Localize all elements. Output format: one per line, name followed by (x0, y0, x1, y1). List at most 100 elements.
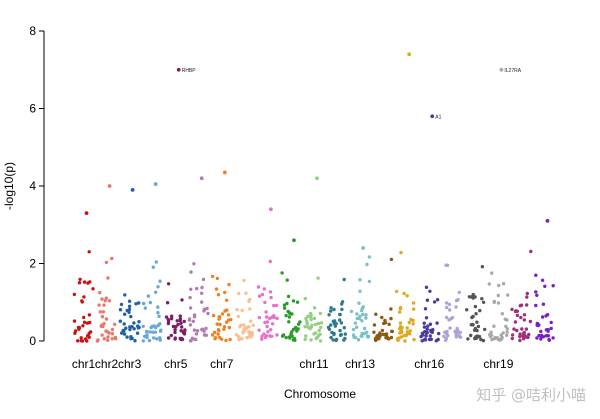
data-point (420, 339, 424, 343)
data-point (179, 337, 183, 342)
data-point (205, 306, 209, 311)
data-point (372, 323, 377, 327)
watermark: 知乎 @咭利小喵 (476, 386, 586, 404)
top-hit-point (199, 176, 204, 181)
data-point (102, 303, 106, 307)
data-point (506, 293, 510, 297)
data-point (535, 336, 539, 340)
data-point (159, 328, 163, 332)
data-point (456, 328, 460, 332)
data-point (100, 333, 104, 337)
data-point (118, 308, 123, 312)
data-point (304, 316, 308, 321)
data-point (282, 306, 287, 310)
data-point (174, 325, 178, 329)
data-point (378, 331, 382, 335)
data-point (480, 265, 485, 269)
data-point (210, 333, 215, 337)
data-point (82, 280, 87, 284)
data-point (381, 332, 385, 336)
data-point (147, 338, 152, 343)
data-point (549, 326, 553, 331)
gene-annotation: A1 (435, 114, 441, 120)
data-point (362, 331, 367, 336)
data-point (515, 309, 520, 313)
data-point (428, 322, 433, 326)
data-point (445, 305, 449, 310)
data-point (156, 311, 160, 315)
data-point (481, 300, 486, 304)
data-point (97, 303, 101, 307)
data-point (251, 323, 255, 327)
data-point (515, 328, 519, 333)
data-point (425, 298, 430, 302)
data-point (72, 292, 77, 297)
data-point (501, 282, 506, 286)
data-point (179, 329, 183, 333)
data-point (85, 321, 90, 325)
data-point (262, 332, 266, 336)
data-point (218, 322, 222, 327)
data-point (411, 322, 415, 326)
data-point (127, 310, 131, 314)
data-point (540, 278, 545, 282)
data-point (136, 326, 141, 330)
data-point (181, 331, 186, 335)
data-point (500, 312, 504, 316)
data-point (329, 306, 333, 310)
data-point (287, 310, 291, 314)
data-point (444, 263, 448, 267)
data-point (244, 291, 248, 295)
data-point (478, 308, 482, 313)
top-hit-point (176, 67, 181, 72)
data-point (313, 322, 318, 327)
data-point (226, 313, 231, 317)
data-point (237, 291, 241, 296)
data-point (154, 260, 158, 264)
data-point (262, 287, 266, 291)
data-point (332, 331, 336, 336)
data-point (537, 333, 541, 338)
data-point (312, 306, 317, 310)
data-point (82, 320, 87, 324)
data-point (144, 329, 149, 334)
y-tick-label: 4 (29, 179, 36, 193)
data-point (107, 299, 112, 303)
data-point (127, 304, 132, 308)
data-point (123, 293, 127, 297)
data-point (265, 315, 269, 319)
data-point (426, 324, 430, 328)
data-point (380, 315, 384, 320)
data-point (492, 324, 496, 328)
data-point (534, 303, 538, 308)
data-point (134, 302, 138, 306)
data-point (128, 325, 132, 329)
data-point (446, 333, 450, 338)
data-point (357, 301, 361, 305)
data-point (260, 337, 264, 341)
data-point (213, 330, 217, 335)
data-point (407, 320, 411, 325)
data-point (519, 315, 523, 320)
data-point (408, 329, 412, 333)
data-point (314, 331, 318, 335)
x-axis-labels: chr1 chr2 chr3 chr5 chr7 chr11 chr13 chr16 chr19 (72, 357, 514, 371)
data-point (257, 315, 262, 320)
data-point (129, 314, 133, 319)
data-point (333, 319, 337, 323)
data-point (154, 290, 158, 294)
data-point (342, 277, 346, 282)
data-point (453, 329, 457, 334)
data-point (148, 330, 152, 334)
x-tick-label: chr13 (345, 357, 375, 371)
data-point (81, 324, 85, 328)
x-tick-label: chr2 (95, 357, 119, 371)
data-point (189, 270, 193, 274)
data-point (295, 329, 299, 333)
data-point (285, 278, 289, 282)
data-point (256, 285, 261, 289)
y-axis: 0 2 4 6 8 (29, 24, 45, 348)
data-point (387, 322, 391, 326)
data-point (358, 289, 362, 293)
data-point (465, 308, 469, 312)
